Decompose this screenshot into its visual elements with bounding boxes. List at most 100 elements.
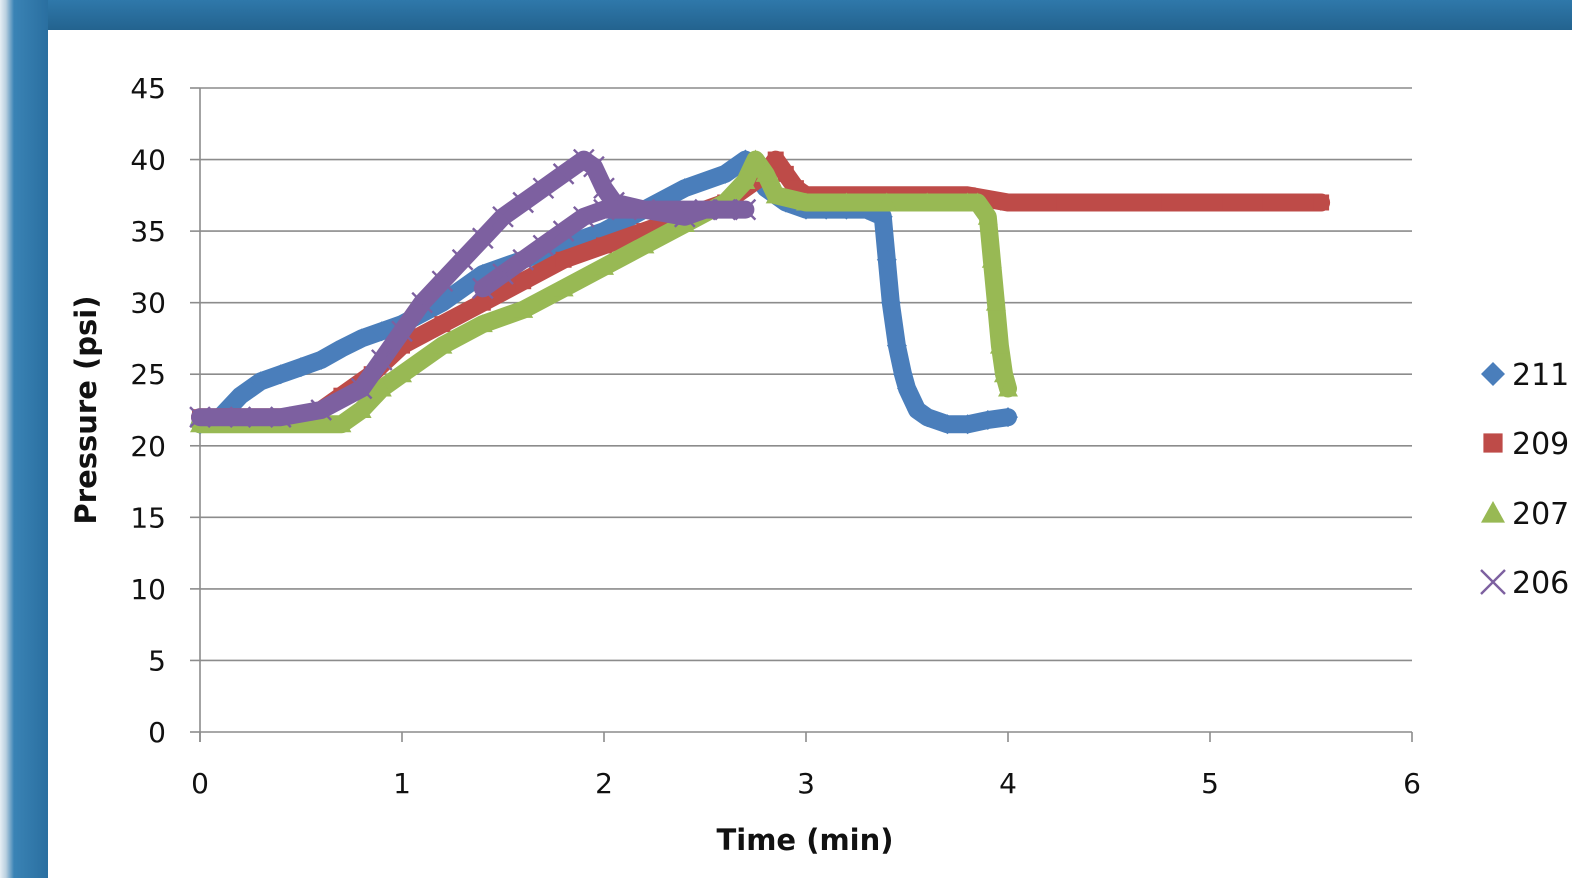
data-point bbox=[836, 192, 857, 211]
data-point bbox=[755, 163, 776, 182]
data-point bbox=[989, 335, 1010, 354]
data-point bbox=[472, 314, 493, 333]
data-point bbox=[745, 149, 766, 168]
x-axis-title: Time (min) bbox=[716, 823, 893, 857]
y-axis-title: Pressure (psi) bbox=[69, 296, 103, 525]
data-point bbox=[471, 227, 494, 250]
data-point bbox=[555, 251, 572, 268]
x-tick-label: 3 bbox=[797, 767, 815, 800]
data-point bbox=[189, 406, 211, 429]
data-point bbox=[492, 263, 514, 285]
data-point bbox=[532, 177, 555, 200]
data-point bbox=[572, 205, 595, 228]
data-point bbox=[937, 414, 958, 435]
legend-marker bbox=[1481, 501, 1505, 523]
data-point bbox=[371, 378, 392, 397]
data-point bbox=[917, 192, 938, 211]
data-point bbox=[370, 349, 393, 371]
data-point bbox=[311, 349, 332, 370]
data-point bbox=[512, 191, 535, 214]
data-point bbox=[1000, 194, 1016, 211]
data-point bbox=[603, 191, 625, 214]
data-point bbox=[674, 178, 695, 199]
slide-frame-left bbox=[0, 0, 48, 878]
x-tick-labels: 0 1 2 3 4 5 6 bbox=[191, 767, 1421, 800]
data-point bbox=[269, 406, 292, 429]
data-point bbox=[886, 335, 907, 356]
data-point bbox=[897, 378, 917, 399]
data-point bbox=[985, 292, 1006, 311]
data-point bbox=[552, 220, 575, 242]
data-point bbox=[392, 364, 412, 383]
legend-marker bbox=[1480, 569, 1506, 595]
data-point bbox=[1040, 194, 1057, 211]
x-tick-label: 1 bbox=[393, 767, 411, 800]
data-point bbox=[777, 165, 794, 182]
data-point bbox=[1313, 194, 1330, 211]
data-point bbox=[876, 249, 897, 270]
y-tick-label: 15 bbox=[130, 501, 166, 534]
legend-marker bbox=[1481, 362, 1505, 386]
x-tick-label: 4 bbox=[999, 767, 1017, 800]
x-tick-label: 2 bbox=[595, 767, 613, 800]
series-layer bbox=[189, 148, 1331, 435]
data-point bbox=[998, 378, 1018, 397]
data-point bbox=[411, 291, 434, 314]
data-point bbox=[351, 400, 372, 418]
y-tick-label: 10 bbox=[130, 573, 166, 606]
data-point bbox=[492, 205, 514, 228]
data-point bbox=[583, 155, 605, 178]
data-point bbox=[880, 292, 901, 313]
data-point bbox=[391, 320, 413, 343]
data-point bbox=[310, 399, 333, 421]
data-point bbox=[694, 198, 716, 221]
data-point bbox=[596, 237, 612, 254]
data-point bbox=[594, 256, 614, 275]
data-point bbox=[512, 248, 535, 271]
data-point bbox=[734, 198, 757, 221]
x-tick-label: 0 bbox=[191, 767, 209, 800]
data-point bbox=[917, 407, 938, 428]
data-point bbox=[331, 414, 352, 433]
data-point bbox=[981, 249, 1002, 268]
data-point bbox=[993, 364, 1014, 383]
data-point bbox=[552, 163, 575, 185]
data-point bbox=[715, 163, 736, 184]
y-tick-labels: 0 5 10 15 20 25 30 35 40 45 bbox=[130, 72, 166, 749]
data-point bbox=[431, 270, 454, 293]
y-tick-label: 0 bbox=[148, 716, 166, 749]
data-point bbox=[434, 316, 451, 333]
data-point bbox=[892, 364, 913, 385]
y-tick-label: 40 bbox=[130, 144, 166, 177]
y-tick-label: 5 bbox=[148, 644, 166, 677]
data-point bbox=[735, 171, 756, 190]
data-point bbox=[998, 407, 1018, 428]
legend: 211 209 207 206 bbox=[1480, 358, 1569, 601]
data-point bbox=[977, 206, 998, 225]
data-point bbox=[270, 364, 291, 385]
y-tick-label: 45 bbox=[130, 72, 166, 105]
data-point bbox=[673, 205, 696, 228]
data-point bbox=[633, 198, 656, 221]
legend-label: 209 bbox=[1512, 427, 1569, 462]
data-point bbox=[876, 192, 897, 211]
data-point bbox=[765, 185, 786, 204]
data-point bbox=[967, 192, 988, 211]
series-206 bbox=[189, 148, 757, 429]
data-point bbox=[474, 294, 491, 311]
data-point bbox=[634, 235, 655, 254]
data-point bbox=[796, 192, 816, 211]
data-point bbox=[767, 151, 784, 168]
data-point bbox=[331, 338, 352, 359]
legend-label: 211 bbox=[1512, 358, 1569, 393]
data-point bbox=[515, 273, 532, 290]
data-point bbox=[432, 335, 453, 354]
data-point bbox=[230, 385, 251, 406]
data-point bbox=[1101, 194, 1117, 211]
y-tick-label: 25 bbox=[130, 358, 166, 391]
legend-label: 207 bbox=[1512, 497, 1569, 532]
data-point bbox=[229, 406, 252, 429]
x-tick-label: 6 bbox=[1403, 767, 1421, 800]
data-point bbox=[553, 278, 574, 297]
